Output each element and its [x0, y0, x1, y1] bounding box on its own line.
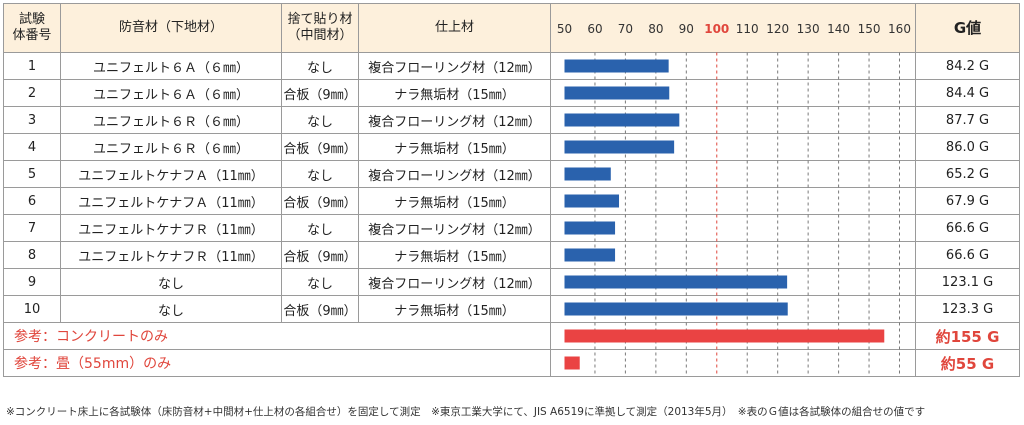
row-top-material: 複合フローリング材（12㎜）	[358, 52, 551, 80]
row-bottom-material: なし	[60, 268, 282, 296]
row-g-value: 84.2 G	[915, 52, 1020, 80]
row-bottom-material: ユニフェルトケナフＲ（11㎜）	[60, 214, 282, 242]
reference-g-value: 約55 G	[915, 349, 1020, 377]
row-bottom-material: ユニフェルト６Ａ（６㎜）	[60, 79, 282, 107]
row-id: 4	[3, 133, 61, 161]
reference-label: 参考：コンクリートのみ	[3, 322, 551, 350]
row-bottom-material: ユニフェルト６Ｒ（６㎜）	[60, 133, 282, 161]
row-mid-material: 合板（9㎜）	[281, 187, 359, 215]
table-row: 5 ユニフェルトケナフＡ（11㎜） なし 複合フローリング材（12㎜） 65.2 G	[3, 160, 1020, 188]
row-mid-material: なし	[281, 214, 359, 242]
row-id: 1	[3, 52, 61, 80]
reference-label: 参考：畳（55mm）のみ	[3, 349, 551, 377]
row-top-material: ナラ無垢材（15㎜）	[358, 241, 551, 269]
table-row: 4 ユニフェルト６Ｒ（６㎜） 合板（9㎜） ナラ無垢材（15㎜） 86.0 G	[3, 133, 1020, 161]
reference-bar-cell	[550, 322, 916, 350]
table-row: 2 ユニフェルト６Ａ（６㎜） 合板（9㎜） ナラ無垢材（15㎜） 84.4 G	[3, 79, 1020, 107]
row-top-material: ナラ無垢材（15㎜）	[358, 295, 551, 323]
row-mid-material: 合板（9㎜）	[281, 133, 359, 161]
row-mid-material: 合板（9㎜）	[281, 295, 359, 323]
table-row: 1 ユニフェルト６Ａ（６㎜） なし 複合フローリング材（12㎜） 84.2 G	[3, 52, 1020, 80]
row-bar-cell	[550, 268, 916, 296]
reference-g-value: 約155 G	[915, 322, 1020, 350]
table-row: 9 なし なし 複合フローリング材（12㎜） 123.1 G	[3, 268, 1020, 296]
row-mid-material: なし	[281, 106, 359, 134]
header-row: 試験 体番号 防音材（下地材） 捨て貼り材 （中間材） 仕上材 G値	[3, 3, 1020, 53]
table-row: 7 ユニフェルトケナフＲ（11㎜） なし 複合フローリング材（12㎜） 66.6 G	[3, 214, 1020, 242]
row-top-material: 複合フローリング材（12㎜）	[358, 268, 551, 296]
row-g-value: 67.9 G	[915, 187, 1020, 215]
row-id: 6	[3, 187, 61, 215]
row-id: 8	[3, 241, 61, 269]
row-g-value: 66.6 G	[915, 214, 1020, 242]
row-g-value: 65.2 G	[915, 160, 1020, 188]
row-bar-cell	[550, 133, 916, 161]
header-mid-material: 捨て貼り材 （中間材）	[281, 3, 359, 53]
reference-row: 参考：コンクリートのみ 約155 G	[3, 322, 1020, 350]
table-row: 10 なし 合板（9㎜） ナラ無垢材（15㎜） 123.3 G	[3, 295, 1020, 323]
row-g-value: 84.4 G	[915, 79, 1020, 107]
row-bar-cell	[550, 52, 916, 80]
row-id: 9	[3, 268, 61, 296]
row-bar-cell	[550, 187, 916, 215]
row-bar-cell	[550, 214, 916, 242]
row-g-value: 87.7 G	[915, 106, 1020, 134]
row-bar-cell	[550, 295, 916, 323]
row-mid-material: 合板（9㎜）	[281, 241, 359, 269]
row-bottom-material: ユニフェルトケナフＲ（11㎜）	[60, 241, 282, 269]
row-bottom-material: ユニフェルト６Ａ（６㎜）	[60, 52, 282, 80]
header-bottom-material: 防音材（下地材）	[60, 3, 282, 53]
row-top-material: 複合フローリング材（12㎜）	[358, 160, 551, 188]
row-bar-cell	[550, 79, 916, 107]
row-mid-material: 合板（9㎜）	[281, 79, 359, 107]
row-bottom-material: ユニフェルトケナフＡ（11㎜）	[60, 187, 282, 215]
row-top-material: ナラ無垢材（15㎜）	[358, 133, 551, 161]
header-axis	[550, 3, 916, 53]
g-value-table: 試験 体番号 防音材（下地材） 捨て貼り材 （中間材） 仕上材 G値 1 ユニフェ…	[3, 3, 1020, 377]
row-mid-material: なし	[281, 268, 359, 296]
row-bottom-material: ユニフェルト６Ｒ（６㎜）	[60, 106, 282, 134]
row-top-material: 複合フローリング材（12㎜）	[358, 106, 551, 134]
reference-row: 参考：畳（55mm）のみ 約55 G	[3, 349, 1020, 377]
row-id: 2	[3, 79, 61, 107]
row-top-material: ナラ無垢材（15㎜）	[358, 79, 551, 107]
row-g-value: 86.0 G	[915, 133, 1020, 161]
row-top-material: 複合フローリング材（12㎜）	[358, 214, 551, 242]
row-id: 10	[3, 295, 61, 323]
table-row: 6 ユニフェルトケナフＡ（11㎜） 合板（9㎜） ナラ無垢材（15㎜） 67.9 G	[3, 187, 1020, 215]
reference-bar-cell	[550, 349, 916, 377]
footnote: ※コンクリート床上に各試験体（床防音材+中間材+仕上材の各組合せ）を固定して測定…	[6, 406, 926, 418]
row-g-value: 66.6 G	[915, 241, 1020, 269]
row-id: 7	[3, 214, 61, 242]
row-top-material: ナラ無垢材（15㎜）	[358, 187, 551, 215]
row-bottom-material: なし	[60, 295, 282, 323]
header-g-value: G値	[915, 3, 1020, 53]
row-bar-cell	[550, 241, 916, 269]
row-bar-cell	[550, 106, 916, 134]
row-g-value: 123.3 G	[915, 295, 1020, 323]
table-row: 3 ユニフェルト６Ｒ（６㎜） なし 複合フローリング材（12㎜） 87.7 G	[3, 106, 1020, 134]
row-g-value: 123.1 G	[915, 268, 1020, 296]
row-id: 3	[3, 106, 61, 134]
row-mid-material: なし	[281, 160, 359, 188]
table-row: 8 ユニフェルトケナフＲ（11㎜） 合板（9㎜） ナラ無垢材（15㎜） 66.6 G	[3, 241, 1020, 269]
row-id: 5	[3, 160, 61, 188]
row-bar-cell	[550, 160, 916, 188]
header-top-material: 仕上材	[358, 3, 551, 53]
header-id: 試験 体番号	[3, 3, 61, 53]
row-mid-material: なし	[281, 52, 359, 80]
row-bottom-material: ユニフェルトケナフＡ（11㎜）	[60, 160, 282, 188]
